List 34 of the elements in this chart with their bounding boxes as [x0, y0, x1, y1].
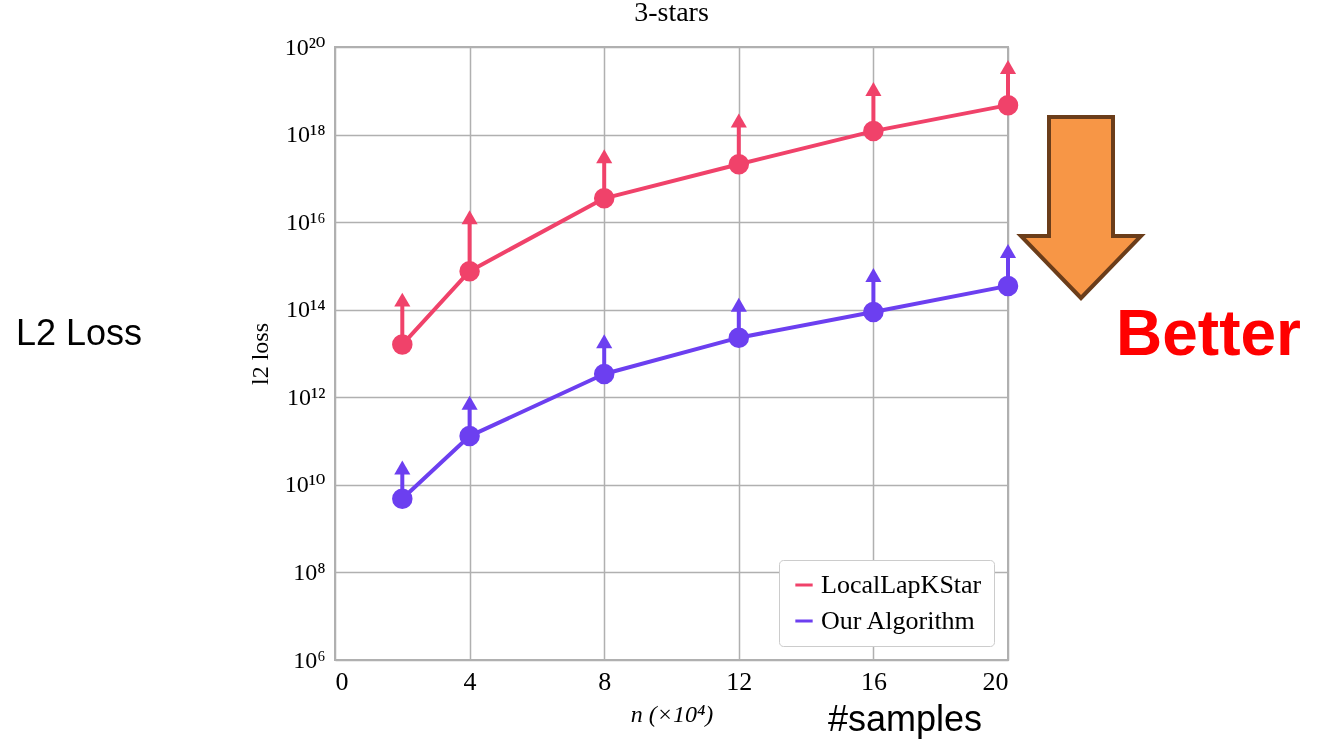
- legend-label: LocalLapKStar: [821, 570, 982, 599]
- text: Better: [1116, 296, 1301, 370]
- point: [459, 425, 480, 447]
- x-tick-label: 16: [860, 666, 887, 696]
- legend-label: Our Algorithm: [821, 606, 975, 635]
- point: [392, 488, 413, 510]
- y-tick-label: 10⁸: [293, 558, 326, 585]
- y-tick-label: 10¹²: [287, 383, 326, 410]
- text: #samples: [828, 698, 983, 740]
- point: [863, 301, 884, 323]
- y-tick-label: 10²⁰: [284, 33, 326, 60]
- x-tick-label: 4: [463, 666, 477, 696]
- point: [728, 154, 750, 175]
- text: L2 Loss: [16, 312, 143, 354]
- point: [863, 120, 884, 142]
- y-tick-label: 10¹⁶: [285, 208, 326, 235]
- point: [593, 363, 615, 385]
- point: [728, 327, 750, 348]
- point: [997, 94, 1019, 116]
- y-axis-title: l2 loss: [246, 322, 273, 386]
- y-tick-label: 10⁶: [293, 646, 326, 673]
- point: [459, 260, 480, 282]
- y-tick-label: 10¹⁸: [285, 121, 326, 148]
- chart-title: 3-stars: [634, 0, 709, 27]
- point: [593, 188, 615, 209]
- x-tick-label: 0: [335, 666, 349, 696]
- point: [392, 334, 413, 355]
- y-tick-label: 10¹⁴: [285, 296, 326, 323]
- x-tick-label: 12: [726, 666, 753, 696]
- y-tick-label: 10¹⁰: [284, 471, 326, 498]
- x-tick-label: 8: [598, 666, 612, 696]
- x-axis-title: n (×10⁴): [630, 700, 714, 727]
- point: [997, 275, 1019, 297]
- x-tick-label: 20: [982, 666, 1009, 696]
